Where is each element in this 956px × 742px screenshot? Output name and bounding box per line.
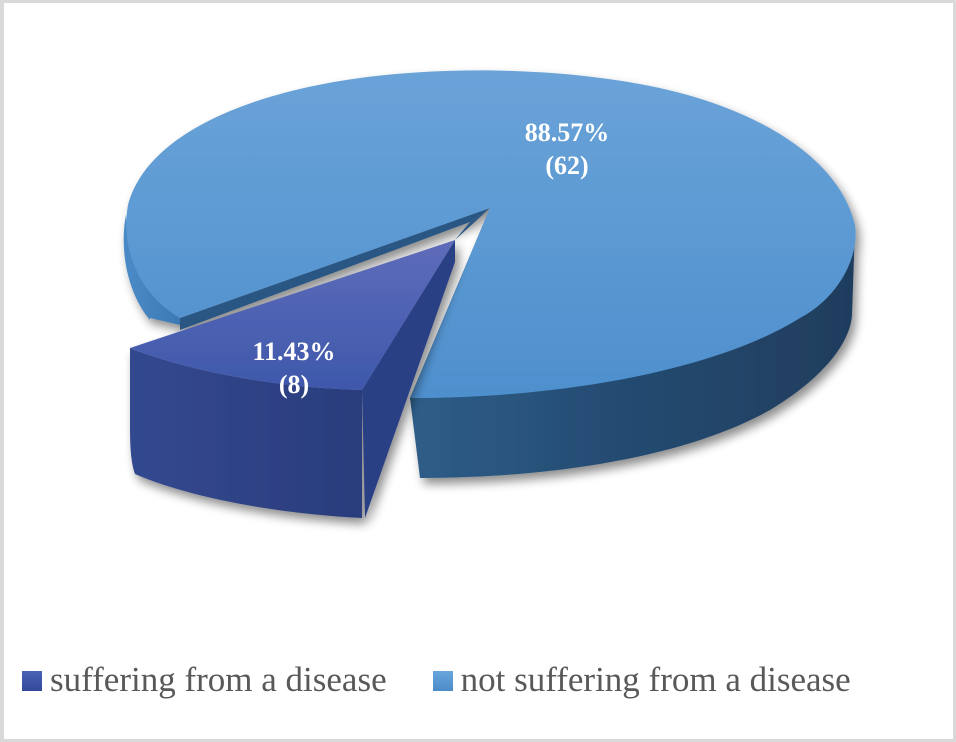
- label-not-suffering-percent: 88.57%: [524, 118, 610, 147]
- slice-suffering: [130, 240, 455, 518]
- label-suffering-percent: 11.43%: [252, 337, 336, 366]
- label-not-suffering-count: (62): [545, 151, 589, 180]
- chart-legend: suffering from a disease not suffering f…: [22, 660, 897, 700]
- legend-label-not-suffering: not suffering from a disease: [460, 660, 851, 699]
- slice-not-suffering: [123, 70, 856, 478]
- legend-label-suffering: suffering from a disease: [50, 660, 387, 699]
- legend-swatch-suffering: [22, 671, 42, 691]
- legend-item-not-suffering: not suffering from a disease: [432, 660, 851, 700]
- label-not-suffering: 88.57% (62): [525, 116, 610, 182]
- label-suffering: 11.43% (8): [252, 335, 335, 401]
- legend-swatch-not-suffering: [432, 671, 453, 691]
- slice-gap-shade: [455, 208, 490, 240]
- label-suffering-count: (8): [278, 370, 310, 399]
- legend-item-suffering: suffering from a disease: [22, 660, 387, 700]
